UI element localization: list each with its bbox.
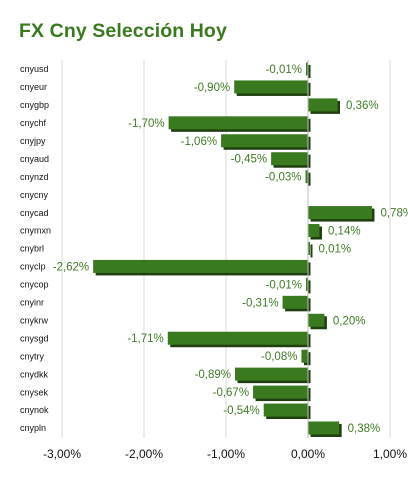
bar xyxy=(253,385,308,399)
x-tick-label: 0,00% xyxy=(291,447,325,461)
data-label: -1,71% xyxy=(127,333,163,345)
category-label: cnycad xyxy=(20,208,49,218)
chart-title: FX Cny Selección Hoy xyxy=(19,20,227,42)
category-label: cnyusd xyxy=(20,64,49,74)
data-label: -0,90% xyxy=(194,82,230,94)
category-label: cnynok xyxy=(20,405,49,415)
category-label: cnycny xyxy=(20,190,49,200)
x-tick-label: -3,00% xyxy=(43,447,81,461)
bar xyxy=(235,367,308,381)
category-label: cnyeur xyxy=(20,82,47,92)
category-label: cnysek xyxy=(20,387,49,397)
bar xyxy=(308,313,325,327)
x-tick-label: 1,00% xyxy=(373,447,407,461)
bar-shadow xyxy=(310,244,313,258)
category-label: cnynzd xyxy=(20,172,49,182)
data-label: 0,36% xyxy=(346,100,379,112)
bar xyxy=(234,80,308,94)
category-label: cnyclp xyxy=(20,262,46,272)
bar xyxy=(301,349,308,363)
data-label: 0,38% xyxy=(348,423,381,435)
bar xyxy=(168,116,308,130)
bar xyxy=(93,259,308,273)
data-label: 0,14% xyxy=(328,226,361,238)
category-label: cnychf xyxy=(20,118,47,128)
category-label: cnyjpy xyxy=(20,136,46,146)
category-label: cnybrl xyxy=(20,244,44,254)
bar xyxy=(282,295,308,309)
category-label: cnyaud xyxy=(20,154,49,164)
data-label: 0,01% xyxy=(319,243,352,255)
bar xyxy=(308,224,320,238)
data-label: -0,03% xyxy=(265,172,301,184)
bar xyxy=(306,62,308,76)
bar xyxy=(308,241,310,255)
bar xyxy=(305,170,308,184)
bar xyxy=(271,152,308,166)
bar-shadow xyxy=(308,64,311,78)
bar xyxy=(308,98,338,112)
data-label: -1,06% xyxy=(181,136,217,148)
data-label: -1,70% xyxy=(128,118,164,130)
category-label: cnypln xyxy=(20,423,46,433)
data-label: -0,08% xyxy=(261,351,297,363)
category-label: cnykrw xyxy=(20,315,49,325)
bar xyxy=(167,331,308,345)
x-tick-label: -1,00% xyxy=(207,447,245,461)
data-label: -0,01% xyxy=(266,64,302,76)
data-label: -2,62% xyxy=(53,261,89,273)
category-label: cnymxn xyxy=(20,226,51,236)
bar xyxy=(308,421,340,435)
x-tick-label: -2,00% xyxy=(125,447,163,461)
category-label: cnytry xyxy=(20,351,45,361)
category-label: cnycop xyxy=(20,280,49,290)
bar xyxy=(306,277,308,291)
data-label: -0,45% xyxy=(231,154,267,166)
category-label: cnysgd xyxy=(20,333,49,343)
data-label: -0,89% xyxy=(195,369,231,381)
bar-shadow xyxy=(308,280,311,294)
data-label: -0,67% xyxy=(213,387,249,399)
data-label: 0,20% xyxy=(333,315,366,327)
data-label: -0,31% xyxy=(242,297,278,309)
bar-shadow xyxy=(308,172,311,186)
category-label: cnyinr xyxy=(20,298,44,308)
category-label: cnydkk xyxy=(20,369,49,379)
category-label: cnygbp xyxy=(20,100,49,110)
bar xyxy=(263,403,308,417)
bar xyxy=(221,134,308,148)
bar xyxy=(308,206,372,220)
data-label: -0,54% xyxy=(223,405,259,417)
data-label: 0,78% xyxy=(380,208,408,220)
data-label: -0,01% xyxy=(266,279,302,291)
